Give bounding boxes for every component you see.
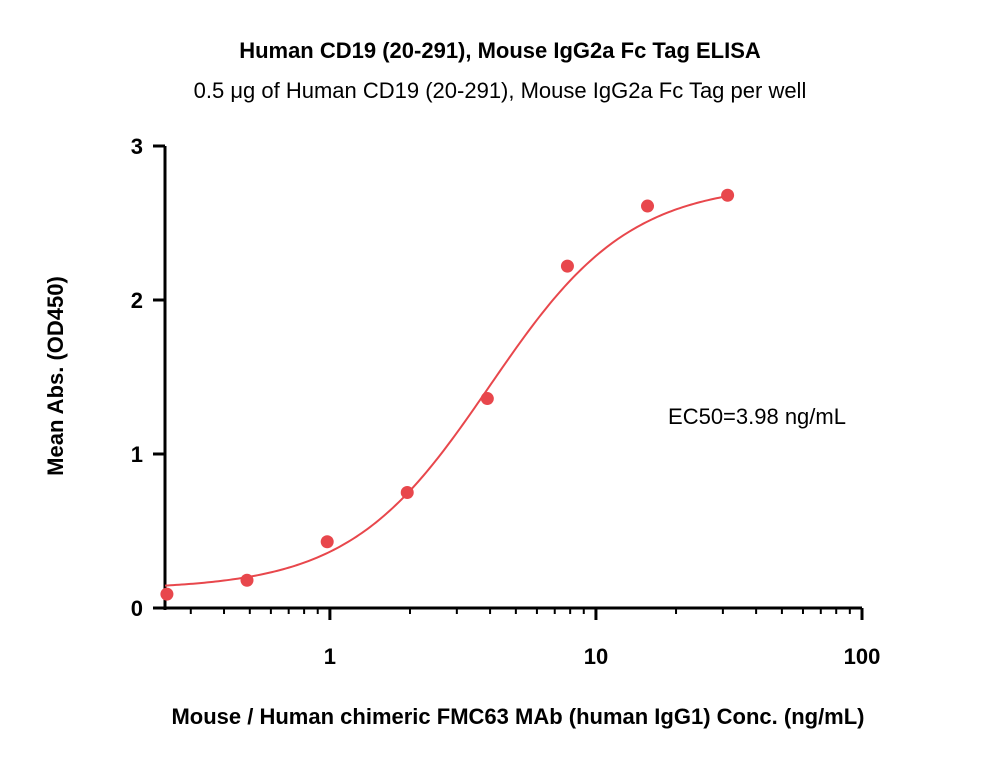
data-point <box>320 535 334 549</box>
data-point <box>560 259 574 273</box>
y-tick-label: 2 <box>131 288 143 313</box>
ec50-annotation: EC50=3.98 ng/mL <box>668 404 846 429</box>
chart-subtitle: 0.5 μg of Human CD19 (20-291), Mouse IgG… <box>193 78 807 103</box>
x-tick-label: 100 <box>844 644 881 669</box>
data-point <box>240 573 254 587</box>
y-tick-label: 1 <box>131 442 143 467</box>
data-point <box>400 486 414 499</box>
x-tick-label: 1 <box>324 644 336 669</box>
axes: 0 1 2 3 1 10 100 <box>131 134 881 669</box>
data-point <box>480 392 494 406</box>
x-axis-title: Mouse / Human chimeric FMC63 MAb (human … <box>171 704 864 729</box>
data-point <box>160 587 174 601</box>
x-tick-label: 10 <box>584 644 608 669</box>
chart-title: Human CD19 (20-291), Mouse IgG2a Fc Tag … <box>239 38 761 63</box>
fit-curve-group <box>164 195 728 587</box>
y-axis-title: Mean Abs. (OD450) <box>43 276 68 476</box>
y-tick-label: 3 <box>131 134 143 159</box>
fit-curve <box>164 195 728 587</box>
data-point <box>641 199 655 213</box>
data-points <box>160 188 735 601</box>
y-tick-label: 0 <box>131 596 143 621</box>
data-point <box>721 188 735 202</box>
